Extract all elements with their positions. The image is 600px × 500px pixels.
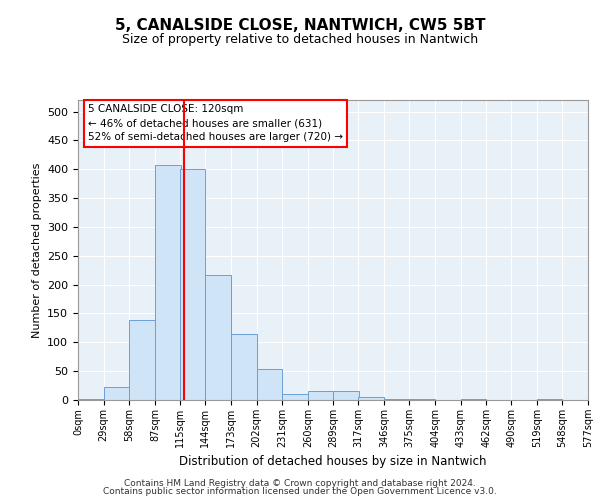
Y-axis label: Number of detached properties: Number of detached properties bbox=[32, 162, 41, 338]
Bar bbox=[308, 392, 334, 400]
Bar bbox=[129, 320, 155, 400]
Bar bbox=[104, 388, 129, 400]
Text: Contains HM Land Registry data © Crown copyright and database right 2024.: Contains HM Land Registry data © Crown c… bbox=[124, 478, 476, 488]
Bar bbox=[334, 392, 359, 400]
Bar bbox=[358, 397, 384, 400]
Bar bbox=[282, 394, 308, 400]
Bar bbox=[205, 275, 231, 400]
Bar bbox=[231, 334, 257, 400]
Text: Size of property relative to detached houses in Nantwich: Size of property relative to detached ho… bbox=[122, 32, 478, 46]
Bar bbox=[78, 399, 104, 400]
Bar bbox=[537, 399, 562, 400]
Text: 5, CANALSIDE CLOSE, NANTWICH, CW5 5BT: 5, CANALSIDE CLOSE, NANTWICH, CW5 5BT bbox=[115, 18, 485, 32]
Text: Contains public sector information licensed under the Open Government Licence v3: Contains public sector information licen… bbox=[103, 487, 497, 496]
Bar bbox=[461, 399, 487, 400]
Bar bbox=[257, 370, 282, 400]
Bar bbox=[179, 169, 205, 400]
Text: 5 CANALSIDE CLOSE: 120sqm
← 46% of detached houses are smaller (631)
52% of semi: 5 CANALSIDE CLOSE: 120sqm ← 46% of detac… bbox=[88, 104, 343, 142]
X-axis label: Distribution of detached houses by size in Nantwich: Distribution of detached houses by size … bbox=[179, 456, 487, 468]
Bar bbox=[155, 164, 181, 400]
